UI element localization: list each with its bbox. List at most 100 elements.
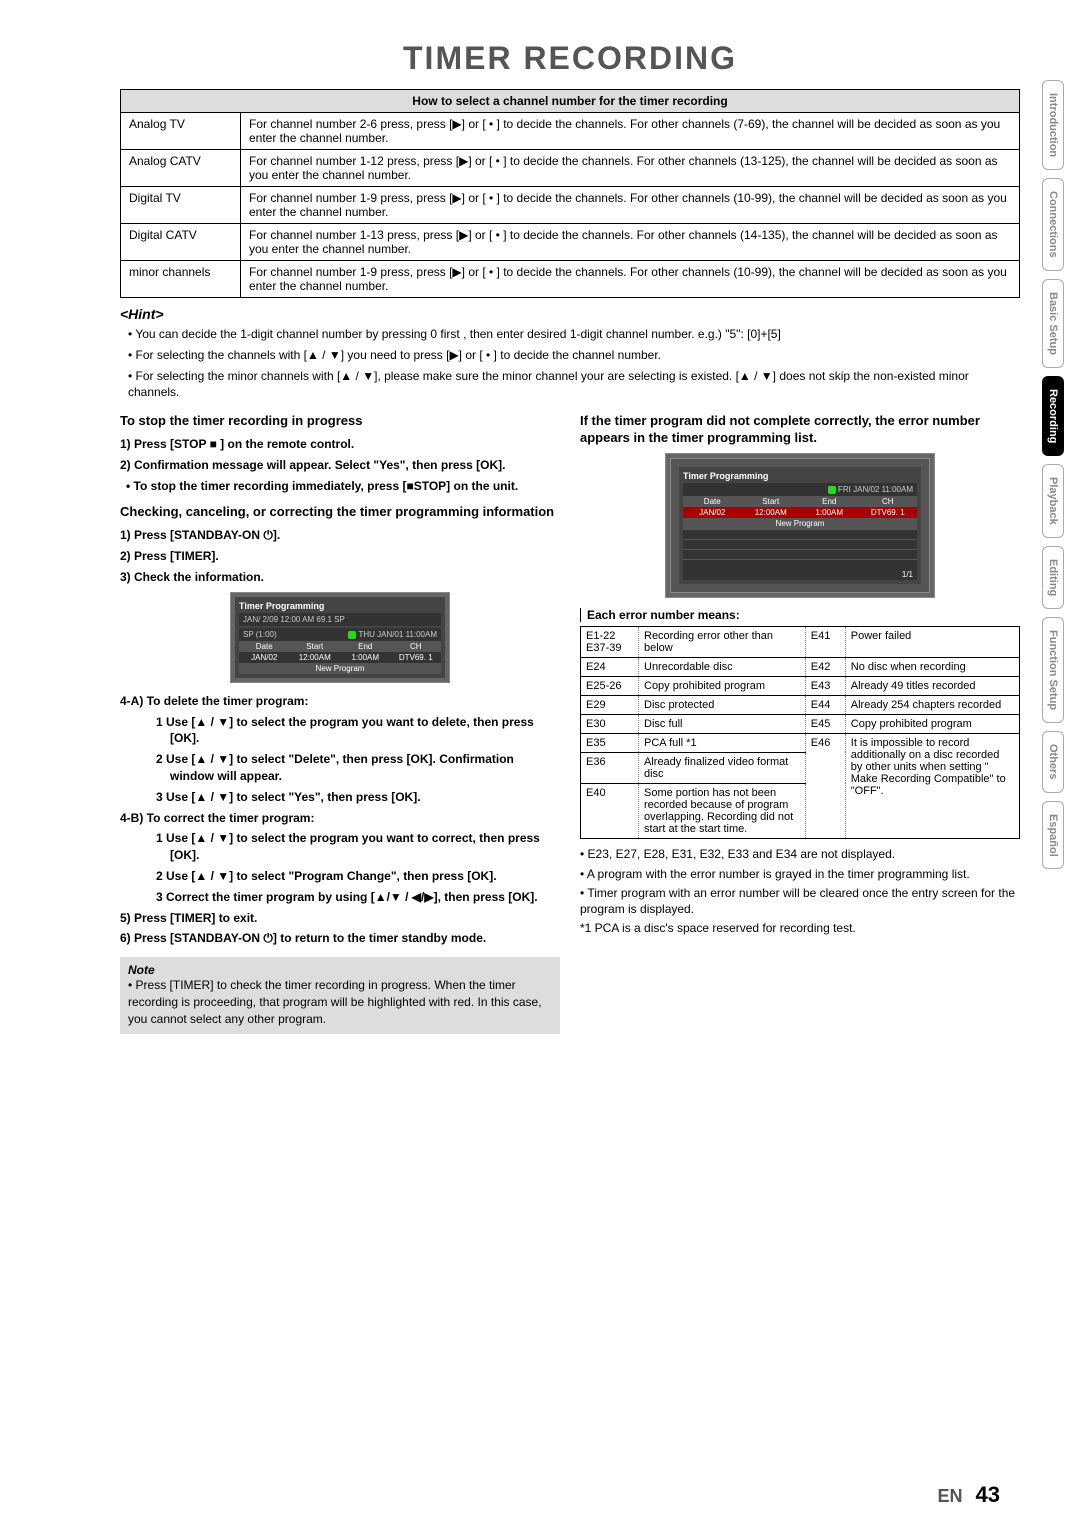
right-column: If the timer program did not complete co… [580, 413, 1020, 1033]
tp-title-r: Timer Programming [683, 471, 917, 481]
timer-programming-diagram-left: Timer Programming JAN/ 2/09 12:00 AM 69.… [230, 592, 450, 683]
err-desc: Power failed [845, 626, 1019, 657]
tp-col-head: End [800, 496, 859, 507]
tp-time: THU JAN/01 11:00AM [358, 630, 437, 639]
hint-item: You can decide the 1-digit channel numbe… [128, 326, 1020, 343]
page-num-value: 43 [976, 1482, 1000, 1507]
right-notes-list: E23, E27, E28, E31, E32, E33 and E34 are… [580, 847, 1020, 917]
check-step-3: 3) Check the information. [120, 569, 560, 586]
err-code: E1-22 E37-39 [581, 626, 639, 657]
tp-cell: JAN/02 [239, 652, 290, 663]
check-heading: Checking, canceling, or correcting the t… [120, 504, 560, 521]
check-step-2: 2) Press [TIMER]. [120, 548, 560, 565]
delete-step-2: 2 Use [▲ / ▼] to select "Delete", then p… [120, 751, 560, 785]
tp-cell: DTV69. 1 [391, 652, 442, 663]
stop-step-2: 2) Confirmation message will appear. Sel… [120, 457, 560, 474]
table-row-label: Analog TV [121, 113, 241, 150]
hint-title: <Hint> [120, 306, 1020, 322]
section-tab[interactable]: Editing [1042, 546, 1064, 609]
play-indicator-icon [348, 631, 356, 639]
error-heading: If the timer program did not complete co… [580, 413, 1020, 447]
err-desc: Already finalized video format disc [639, 752, 806, 783]
note-item: E23, E27, E28, E31, E32, E33 and E34 are… [580, 847, 1020, 863]
section-tab[interactable]: Function Setup [1042, 617, 1064, 723]
correct-step-1: 1 Use [▲ / ▼] to select the program you … [120, 830, 560, 864]
err-desc: Copy prohibited program [639, 676, 806, 695]
error-label: Each error number means: [580, 608, 1020, 622]
tp-col-head: Date [683, 496, 742, 507]
err-desc: Recording error other than below [639, 626, 806, 657]
tp-cell: JAN/02 [683, 507, 742, 518]
section-tab[interactable]: Others [1042, 731, 1064, 792]
correct-step-2: 2 Use [▲ / ▼] to select "Program Change"… [120, 868, 560, 885]
table-row-text: For channel number 1-9 press, press [▶] … [241, 187, 1020, 224]
channel-select-table: How to select a channel number for the t… [120, 89, 1020, 298]
correct-heading: 4-B) To correct the timer program: [120, 810, 560, 827]
play-indicator-icon [828, 486, 836, 494]
err-code: E45 [805, 714, 845, 733]
tp-page: 1/1 [683, 569, 917, 580]
table-row-text: For channel number 1-13 press, press [▶]… [241, 224, 1020, 261]
section-tab[interactable]: Connections [1042, 178, 1064, 271]
err-code: E30 [581, 714, 639, 733]
err-desc: It is impossible to record additionally … [845, 733, 1019, 838]
err-desc: Unrecordable disc [639, 657, 806, 676]
timer-programming-diagram-right: Timer Programming FRI JAN/02 11:00AM Dat… [665, 453, 935, 598]
hint-item: For selecting the minor channels with [▲… [128, 368, 1020, 402]
stop-step-3: • To stop the timer recording immediatel… [120, 478, 560, 495]
section-tab[interactable]: Español [1042, 801, 1064, 870]
tp-col-head: Start [290, 641, 341, 652]
tp-cell: DTV69. 1 [859, 507, 918, 518]
table-row-text: For channel number 1-12 press, press [▶]… [241, 150, 1020, 187]
err-code: E46 [805, 733, 845, 838]
stop-heading: To stop the timer recording in progress [120, 413, 560, 430]
new-program-row: New Program [239, 663, 441, 674]
table-row-label: Digital CATV [121, 224, 241, 261]
delete-step-3: 3 Use [▲ / ▼] to select "Yes", then pres… [120, 789, 560, 806]
err-desc: Disc full [639, 714, 806, 733]
tp-title: Timer Programming [239, 601, 441, 611]
note-item: A program with the error number is graye… [580, 867, 1020, 883]
err-code: E36 [581, 752, 639, 783]
tp-cell: 12:00AM [290, 652, 341, 663]
delete-heading: 4-A) To delete the timer program: [120, 693, 560, 710]
err-desc: No disc when recording [845, 657, 1019, 676]
err-desc: Already 49 titles recorded [845, 676, 1019, 695]
section-tab[interactable]: Introduction [1042, 80, 1064, 170]
stop-step-1: 1) Press [STOP ■ ] on the remote control… [120, 436, 560, 453]
hint-item: For selecting the channels with [▲ / ▼] … [128, 347, 1020, 364]
step-6: 6) Press [STANDBAY-ON ⏻] to return to th… [120, 930, 560, 947]
err-code: E29 [581, 695, 639, 714]
section-tabs: Introduction Connections Basic Setup Record… [1042, 80, 1072, 877]
err-desc: Copy prohibited program [845, 714, 1019, 733]
err-code: E43 [805, 676, 845, 695]
new-program-row-r: New Program [683, 518, 917, 529]
tp-col-head: End [340, 641, 391, 652]
section-tab[interactable]: Recording [1042, 376, 1064, 456]
table-row-text: For channel number 2-6 press, press [▶] … [241, 113, 1020, 150]
hint-list: You can decide the 1-digit channel numbe… [120, 326, 1020, 401]
tp-cell: 1:00AM [340, 652, 391, 663]
note-text: Press [TIMER] to check the timer recordi… [128, 978, 542, 1026]
page-title: TIMER RECORDING [120, 40, 1020, 77]
err-code: E41 [805, 626, 845, 657]
err-code: E24 [581, 657, 639, 676]
note-title: Note [128, 963, 552, 977]
note-box: Note • Press [TIMER] to check the timer … [120, 957, 560, 1033]
table-header: How to select a channel number for the t… [121, 90, 1020, 113]
err-code: E42 [805, 657, 845, 676]
correct-step-3: 3 Correct the timer program by using [▲/… [120, 889, 560, 906]
section-tab[interactable]: Basic Setup [1042, 279, 1064, 368]
err-code: E25-26 [581, 676, 639, 695]
err-code: E40 [581, 783, 639, 838]
error-table: E1-22 E37-39Recording error other than b… [580, 626, 1020, 839]
check-step-1: 1) Press [STANDBAY-ON ⏻]. [120, 527, 560, 544]
step-5: 5) Press [TIMER] to exit. [120, 910, 560, 927]
left-column: To stop the timer recording in progress … [120, 413, 560, 1033]
tp-sub: JAN/ 2/09 12:00 AM 69.1 SP [239, 613, 441, 626]
tp-cell: 1:00AM [800, 507, 859, 518]
tp-cell: 12:00AM [742, 507, 801, 518]
err-desc: Disc protected [639, 695, 806, 714]
tp-col-head: CH [391, 641, 442, 652]
section-tab[interactable]: Playback [1042, 464, 1064, 538]
